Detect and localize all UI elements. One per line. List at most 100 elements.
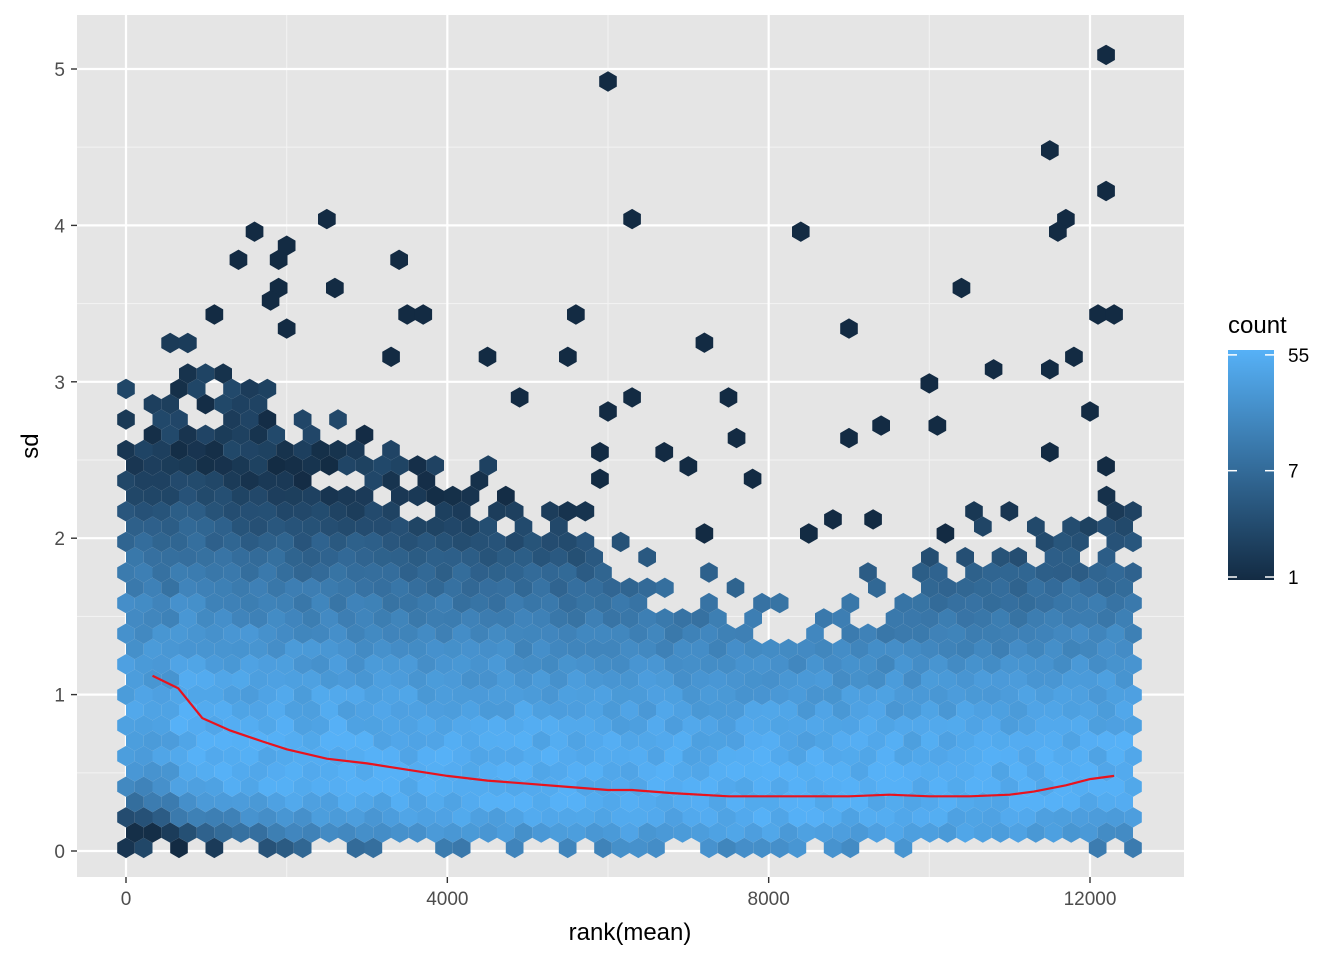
hex-cell [196,516,215,537]
hex-cell [1018,715,1036,736]
hex-cell [126,577,144,598]
hex-cell [541,745,559,767]
hex-cell [223,470,241,491]
hex-cell [868,730,886,751]
hex-cell [532,547,550,568]
hex-cell [921,577,939,598]
hex-cell [514,791,533,813]
hex-cell [903,822,921,843]
hex-cell [399,531,418,553]
hex-cell [444,608,462,629]
hex-cell [956,547,974,568]
hex-cell [391,730,409,751]
hex-cell [682,654,701,675]
hex-cell [1062,700,1080,721]
hex-cell [187,807,206,828]
hex-cell [249,638,268,660]
hex-cell [452,592,471,614]
hex-cell [126,791,144,813]
hex-cell [611,776,630,797]
hex-cell [885,669,904,690]
hex-cell [461,547,480,568]
hex-cell [240,776,259,797]
hex-cell [921,700,939,721]
hex-cell [1088,654,1107,675]
hex-cell [753,807,771,828]
hex-cell [126,547,144,568]
hex-cell [249,455,268,476]
hex-cell [435,745,453,767]
hex-cell [956,822,974,843]
hex-cell [126,608,144,629]
hex-cell [947,654,966,675]
hex-cell [329,562,347,583]
hex-cell [514,516,533,537]
hex-cell [832,608,851,629]
hex-cell [505,623,524,644]
hex-cell [232,547,250,568]
hex-cell [709,608,727,629]
hex-cell [214,516,232,537]
hex-cell [240,807,259,828]
hex-cell [788,776,807,797]
hex-cell [664,654,683,675]
hex-cell [550,730,568,751]
hex-cell [143,669,162,690]
hex-cell [603,608,621,629]
hex-cell [117,654,135,675]
hex-cell [1097,577,1116,598]
hex-cell [302,700,321,721]
hex-cell [859,807,877,828]
hex-cell [620,700,639,721]
hex-cell [1097,730,1116,751]
hex-cell [373,577,391,598]
hex-cell [408,791,427,813]
hex-cell [558,715,577,736]
hex-cell [461,669,480,690]
hex-cell [965,745,983,767]
hex-cell [196,730,215,751]
hex-cell [762,730,780,751]
hex-cell [355,608,374,629]
hex-cell [965,501,983,522]
hex-cell [523,623,542,644]
hex-cell [161,577,179,598]
hex-cell [187,745,206,767]
hex-cell [382,654,400,675]
hex-cell-outlier [398,304,416,325]
hex-cell [373,791,391,813]
hex-cell [399,776,418,797]
hex-cell [576,654,595,675]
hex-cell [346,837,365,859]
hex-cell [735,715,754,736]
hex-cell-outlier [390,249,408,270]
hex-cell [338,577,356,598]
hex-cell [541,592,559,614]
hex-cell [1062,608,1080,629]
hex-cell [258,470,277,491]
hex-cell [391,700,409,721]
hex-cell [311,715,330,736]
hex-cell [161,485,179,507]
hex-cell [126,761,144,782]
hex-cell-outlier [567,304,585,325]
hex-cell [249,791,268,813]
hex-cell [276,562,294,583]
hex-cell [806,745,824,767]
legend-title: count [1228,312,1287,339]
hex-cell [302,822,321,843]
hex-cell [196,822,215,843]
hex-cell [187,439,206,461]
hex-cell [408,822,427,843]
hex-cell-outlier [872,415,890,436]
hex-cell [329,807,347,828]
hex-cell [497,485,515,507]
hex-cell [452,501,471,522]
hex-cell [143,822,162,843]
hex-cell [276,592,294,614]
hex-cell [479,547,497,568]
hex-cell [435,715,453,736]
hex-cell [408,516,427,537]
hex-cell [806,684,824,706]
hex-cell [682,623,701,644]
